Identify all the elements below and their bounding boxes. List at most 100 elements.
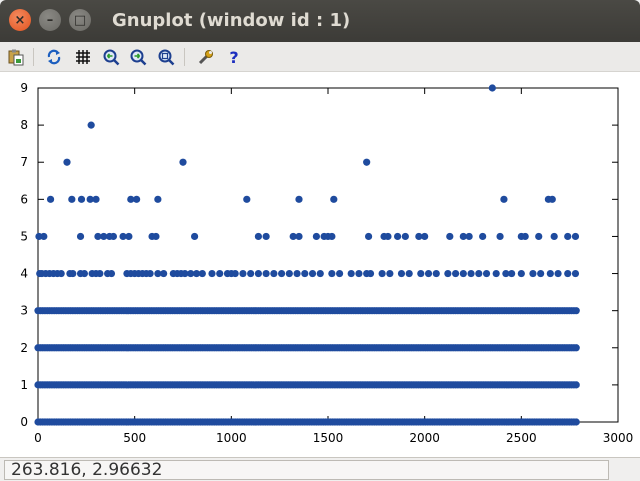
y-tick-label: 1 (20, 378, 28, 392)
data-point (496, 232, 504, 241)
previous-zoom-button[interactable] (101, 47, 121, 67)
x-tick-label: 1500 (313, 431, 344, 445)
data-point (133, 195, 141, 203)
data-point (492, 269, 500, 278)
data-point (535, 232, 543, 241)
data-point (295, 232, 303, 241)
window-title: Gnuplot (window id : 1) (112, 10, 351, 31)
data-point (365, 232, 373, 241)
data-point (154, 269, 162, 278)
y-tick-label: 2 (20, 341, 28, 355)
data-point (508, 269, 516, 278)
data-point (446, 232, 454, 241)
toggle-grid-button[interactable] (73, 47, 93, 67)
x-tick-label: 2000 (409, 431, 440, 445)
data-point (378, 269, 386, 278)
x-tick-label: 500 (123, 431, 146, 445)
data-point (76, 232, 85, 241)
data-point (40, 232, 48, 241)
data-point (479, 232, 487, 241)
x-tick-label: 0 (34, 431, 42, 445)
replot-button[interactable] (44, 47, 64, 67)
minimize-button[interactable]: – (39, 9, 61, 31)
data-point (239, 269, 247, 278)
minimize-icon: – (46, 12, 54, 28)
data-point (92, 195, 100, 203)
data-point (444, 269, 452, 278)
data-point (179, 158, 187, 166)
data-point (432, 269, 440, 278)
title-bar: × – □ Gnuplot (window id : 1) (0, 0, 640, 42)
data-point (270, 269, 278, 278)
y-tick-label: 5 (20, 229, 28, 243)
plot-border (37, 87, 619, 423)
data-point (475, 269, 483, 278)
data-point (363, 158, 371, 166)
data-point (421, 232, 429, 241)
data-point (366, 269, 375, 278)
data-point (572, 418, 580, 426)
data-point (69, 269, 77, 278)
copy-to-clipboard-button[interactable] (6, 47, 26, 67)
clipboard-icon (8, 49, 24, 66)
data-point (192, 269, 201, 278)
x-tick-label: 2500 (506, 431, 537, 445)
data-point (154, 195, 162, 203)
data-point (572, 344, 580, 352)
data-point (77, 195, 86, 203)
data-point (87, 121, 95, 129)
data-point (394, 232, 402, 241)
data-point (46, 195, 55, 203)
data-point (254, 269, 262, 278)
data-point (571, 269, 580, 278)
y-tick-label: 4 (20, 267, 28, 281)
data-point (125, 232, 133, 241)
data-point (191, 232, 199, 241)
data-point (285, 269, 293, 278)
data-point (160, 269, 168, 278)
cursor-coordinates: 263.816, 2.96632 (4, 460, 609, 480)
data-point (328, 232, 336, 241)
data-point (347, 269, 355, 278)
data-point (278, 269, 286, 278)
status-bar: 263.816, 2.96632 (0, 457, 640, 481)
data-point (488, 84, 496, 92)
data-point (401, 232, 409, 241)
autoscale-button[interactable] (156, 47, 176, 67)
data-point (546, 269, 554, 278)
data-point (459, 269, 467, 278)
y-tick-label: 8 (20, 118, 28, 132)
toolbar-separator (184, 48, 185, 66)
help-icon: ? (229, 48, 238, 66)
data-point (537, 269, 545, 278)
data-point (262, 269, 270, 278)
data-point (572, 381, 580, 389)
data-point (452, 269, 460, 278)
y-tick-label: 3 (20, 304, 28, 318)
plot-canvas[interactable]: 0 1 2 3 4 5 6 7 8 9 0 500 1000 1500 2000 2500 3000 (0, 72, 640, 457)
maximize-button[interactable]: □ (69, 9, 91, 31)
grid-icon (76, 50, 90, 64)
data-point (500, 195, 508, 203)
data-point (467, 269, 475, 278)
data-point (397, 269, 406, 278)
next-zoom-button[interactable] (128, 47, 148, 67)
close-button[interactable]: × (9, 9, 31, 31)
wrench-icon (198, 50, 213, 65)
data-point (243, 195, 251, 203)
preferences-button[interactable] (196, 47, 216, 67)
data-point (289, 232, 297, 241)
data-point (465, 232, 473, 241)
data-point (119, 232, 127, 241)
data-point (355, 269, 363, 278)
data-point (301, 269, 309, 278)
data-point (572, 307, 580, 315)
data-point (386, 269, 394, 278)
help-button[interactable]: ? (224, 47, 244, 67)
data-point (293, 269, 301, 278)
data-point (554, 269, 562, 278)
zoom-fit-icon (158, 49, 175, 66)
data-point (405, 269, 413, 278)
scatter-chart: 0 1 2 3 4 5 6 7 8 9 0 500 1000 1500 2000 2500 3000 (20, 81, 633, 445)
data-point (216, 269, 224, 278)
